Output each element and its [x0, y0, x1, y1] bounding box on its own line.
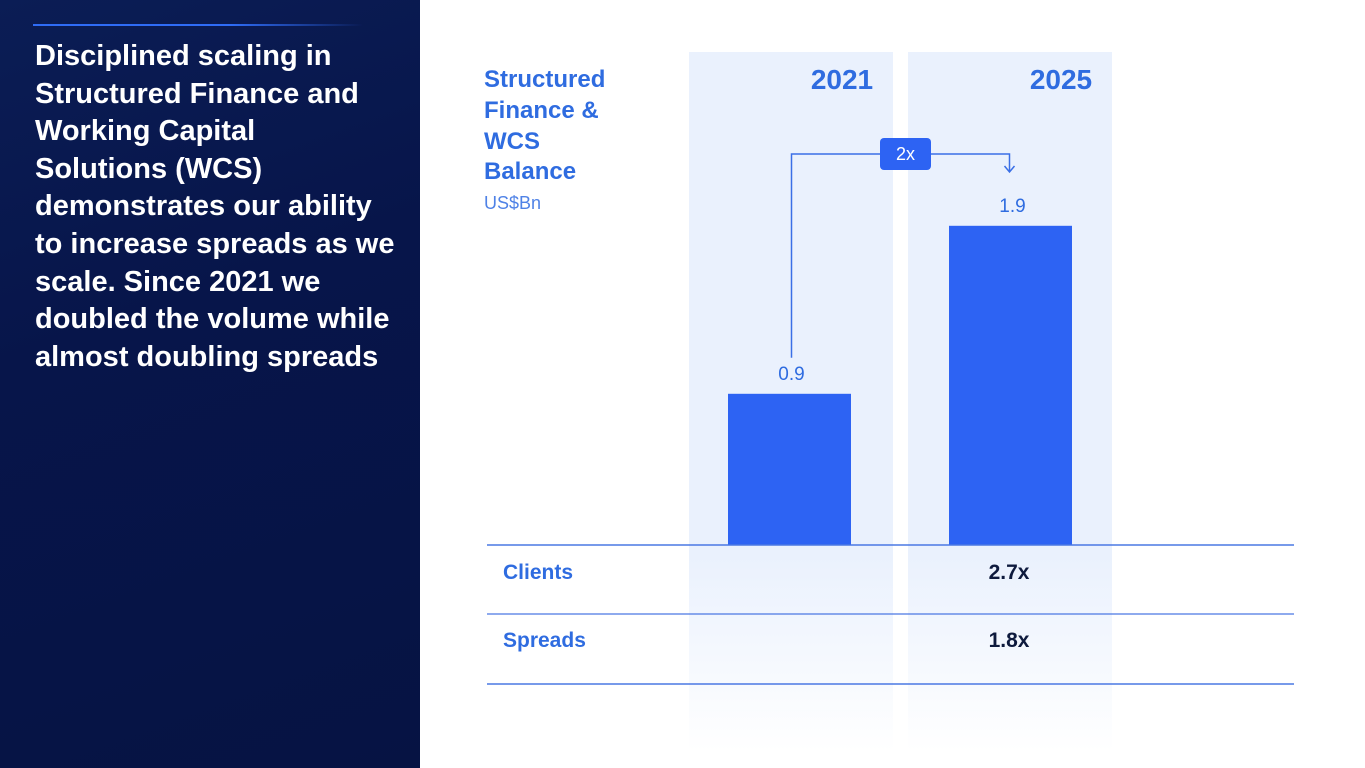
category-header-2021: 2021 [811, 64, 873, 95]
chart-title-line-4: Balance [484, 158, 576, 185]
value-label-2021: 0.9 [778, 364, 804, 385]
growth-badge [880, 138, 931, 170]
chart-title-line-3: WCS [484, 128, 540, 155]
row-label-spreads: Spreads [503, 629, 586, 652]
row-value-spreads: 1.8x [989, 629, 1030, 652]
bar-2021 [728, 393, 851, 545]
chart-title-line-2: Finance & [484, 97, 599, 124]
chart-title-line-1: Structured [484, 66, 605, 93]
headline-text: Disciplined scaling in Structured Financ… [35, 40, 395, 373]
row-label-clients: Clients [503, 561, 573, 584]
left-panel: Disciplined scaling in Structured Financ… [0, 0, 420, 768]
chart-unit-label: US$Bn [484, 193, 541, 213]
accent-rule [33, 24, 363, 26]
category-header-2025: 2025 [1030, 64, 1092, 95]
value-label-2025: 1.9 [999, 196, 1025, 217]
row-value-clients: 2.7x [989, 561, 1030, 584]
growth-badge-label: 2x [896, 144, 915, 164]
bar-2025 [949, 225, 1072, 546]
arrow-down-icon [1003, 165, 1016, 174]
